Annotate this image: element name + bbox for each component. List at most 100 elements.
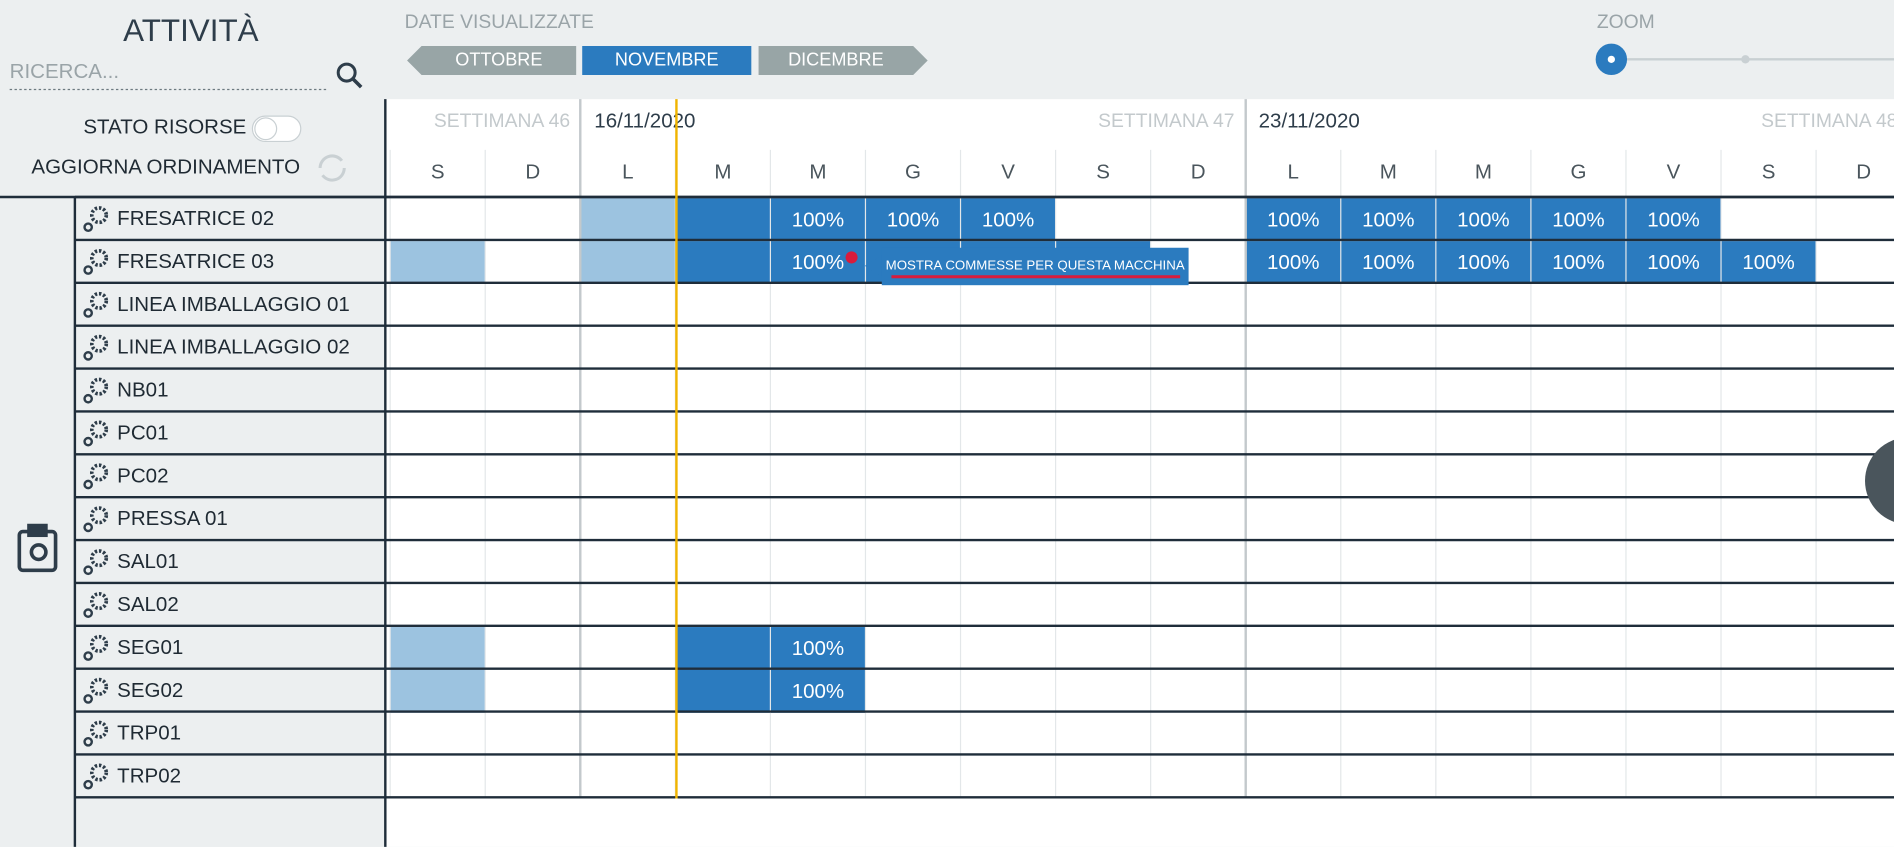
edit-button[interactable] (1865, 437, 1894, 524)
resource-name[interactable]: PC02 (117, 464, 168, 487)
resource-name[interactable]: TRP01 (117, 722, 181, 745)
refresh-button[interactable] (318, 154, 346, 182)
allocation-cell[interactable] (390, 627, 486, 670)
gear (83, 522, 94, 533)
day-label: D (525, 160, 540, 183)
gear (89, 677, 109, 696)
resource-name[interactable]: TRP02 (117, 765, 181, 788)
allocation-label: 100% (792, 637, 844, 660)
allocation-cell[interactable] (1530, 198, 1626, 242)
clipboard-icon[interactable] (17, 523, 58, 573)
allocation-label: 100% (1267, 208, 1319, 231)
allocation-cell[interactable] (675, 669, 771, 713)
allocation-cell[interactable] (1530, 241, 1626, 284)
allocation-cell[interactable] (1340, 198, 1436, 242)
allocation-cell[interactable] (960, 198, 1056, 242)
gear (89, 506, 109, 525)
tooltip[interactable]: MOSTRA COMMESSE PER QUESTA MACCHINA (845, 247, 1189, 286)
month-tab[interactable] (407, 46, 577, 76)
resource-icon (83, 592, 109, 618)
allocation-label: 100% (1647, 208, 1699, 231)
allocation-cell[interactable] (1245, 198, 1341, 242)
month-tab[interactable] (582, 46, 752, 76)
day-label: L (622, 160, 633, 183)
allocation-cell[interactable] (1625, 241, 1722, 284)
month-label[interactable]: NOVEMBRE (615, 49, 719, 69)
allocation-label: 100% (982, 208, 1034, 231)
allocation-cell[interactable] (770, 627, 866, 670)
zoom-slider[interactable] (1595, 43, 1894, 76)
allocation-cell[interactable] (390, 241, 486, 284)
allocation-cell[interactable] (1245, 241, 1341, 284)
search-input[interactable]: RICERCA... (10, 60, 119, 83)
resource-name[interactable]: FRESATRICE 03 (117, 250, 274, 273)
allocation-label: 100% (1552, 251, 1604, 274)
day-label: G (1570, 160, 1586, 183)
allocation-cell[interactable] (770, 669, 866, 713)
allocation-cell[interactable] (675, 627, 771, 670)
day-label: V (1001, 160, 1015, 183)
gear (83, 351, 94, 361)
week-start: 16/11/2020 (594, 110, 695, 133)
resource-name[interactable]: SEG01 (117, 636, 183, 659)
gear (83, 265, 94, 275)
tooltip-text[interactable]: MOSTRA COMMESSE PER QUESTA MACCHINA (886, 257, 1185, 272)
allocation-label: 100% (1742, 251, 1794, 274)
month-label[interactable]: OTTOBRE (455, 49, 542, 69)
resource-icon (83, 549, 109, 576)
resource-name[interactable]: PC01 (117, 421, 168, 444)
allocation-cell[interactable] (1625, 198, 1722, 242)
gear (83, 308, 94, 318)
resource-icon (83, 763, 109, 790)
gear (89, 463, 109, 482)
allocation-cell[interactable] (675, 241, 771, 284)
search-button[interactable] (336, 62, 363, 89)
allocation-cell[interactable] (770, 198, 866, 242)
allocation-cell[interactable] (580, 198, 676, 242)
allocation-cell[interactable] (1435, 198, 1531, 242)
gear (89, 549, 109, 568)
allocation-cell[interactable] (865, 198, 961, 242)
gear (89, 420, 109, 439)
allocation-cell[interactable] (390, 669, 486, 713)
cells-layer: 100% 100% 100% 100% 100% 100% 100% 100% 100% 100%… (390, 198, 1817, 713)
day-label: M (1380, 160, 1397, 183)
toggle-knob (254, 117, 278, 141)
gear (89, 634, 109, 654)
allocation-cell[interactable] (1721, 241, 1817, 284)
resource-name[interactable]: PRESSA 01 (117, 507, 228, 530)
dates-label: DATE VISUALIZZATE (405, 12, 594, 33)
resource-name[interactable]: SEG02 (117, 679, 183, 702)
gear (83, 565, 94, 576)
resource-name[interactable]: SAL01 (117, 550, 179, 573)
gear (83, 608, 94, 618)
allocation-label: 100% (792, 208, 844, 231)
gear (89, 377, 109, 396)
resource-name[interactable]: LINEA IMBALLAGGIO 01 (117, 293, 350, 316)
resource-icon (83, 720, 109, 747)
week-start: 23/11/2020 (1259, 110, 1360, 133)
day-label: D (1856, 160, 1871, 183)
day-label: S (1762, 160, 1776, 183)
resource-icon (83, 463, 109, 490)
gear (89, 720, 109, 739)
allocation-label: 100% (1362, 208, 1414, 231)
resource-name[interactable]: NB01 (117, 379, 168, 402)
day-label: S (431, 160, 445, 183)
resource-name[interactable]: LINEA IMBALLAGGIO 02 (117, 336, 350, 359)
gear (89, 592, 109, 611)
allocation-label: 100% (1457, 251, 1509, 274)
allocation-cell[interactable] (675, 198, 771, 242)
allocation-cell[interactable] (1340, 241, 1436, 284)
week-label: SETTIMANA 48 (1761, 111, 1894, 132)
resource-name[interactable]: FRESATRICE 02 (117, 207, 274, 230)
resource-name[interactable]: SAL02 (117, 593, 179, 616)
month-label[interactable]: DICEMBRE (788, 49, 884, 69)
allocation-cell[interactable] (580, 241, 676, 284)
month-tab[interactable] (758, 46, 928, 76)
allocation-label: 100% (1552, 208, 1604, 231)
allocation-cell[interactable] (1435, 241, 1531, 284)
gear (83, 694, 94, 704)
